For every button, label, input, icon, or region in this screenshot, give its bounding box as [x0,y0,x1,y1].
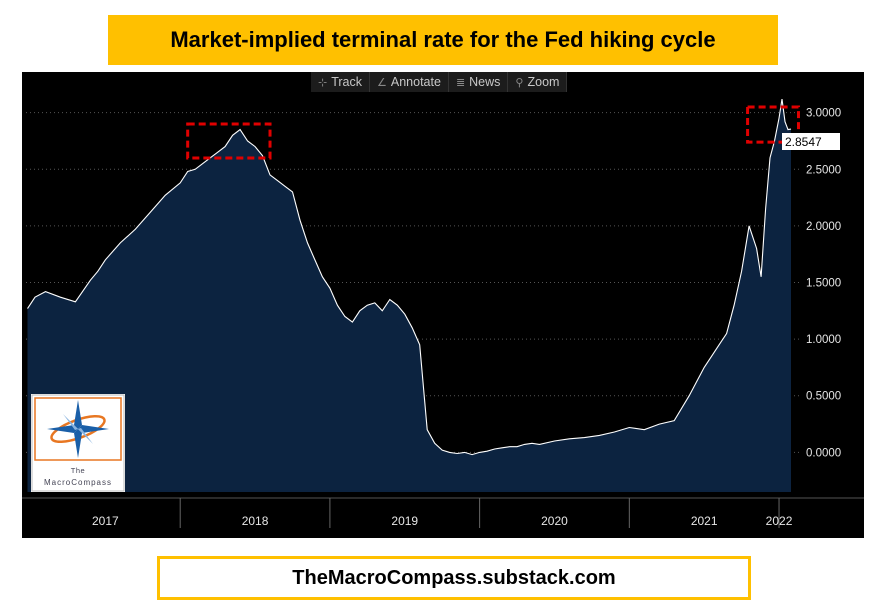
series-line [27,99,792,456]
y-tick-label: 1.5000 [806,278,841,290]
pencil-icon: ∠ [377,76,387,89]
x-tick-label: 2017 [92,514,119,528]
chart-panel: 0.0000 0.5000 1.0000 1.5000 2.0000 2.5000 3.00… [22,72,864,538]
toolbar-zoom-button[interactable]: ⚲ Zoom [508,72,568,92]
toolbar-label: Annotate [390,75,441,89]
compass-logo-icon [31,394,125,492]
last-value-tag: 2.8547 [782,133,840,150]
y-tick-label: 3.0000 [806,108,841,120]
footer-url[interactable]: TheMacroCompass.substack.com [292,566,616,589]
chart-toolbar: ⊹ Track ∠ Annotate ≣ News ⚲ Zoom [311,72,568,92]
toolbar-track-button[interactable]: ⊹ Track [311,72,371,92]
toolbar-label: Track [331,75,363,89]
magnifier-icon: ⚲ [515,76,524,89]
logo-text-name: MacroCompass [43,478,112,487]
terminal-rate-chart: 0.0000 0.5000 1.0000 1.5000 2.0000 2.5000 3.00… [22,99,864,528]
x-tick-label: 2022 [766,514,793,528]
logo-text-the: The [70,466,86,475]
y-tick-label: 1.0000 [806,334,841,346]
chart-title-banner: Market-implied terminal rate for the Fed… [108,15,778,65]
last-value-label: 2.8547 [785,134,822,149]
y-tick-label: 0.0000 [806,447,841,459]
macro-compass-logo: The MacroCompass [31,394,125,492]
x-tick-label: 2021 [691,514,718,528]
chart-title: Market-implied terminal rate for the Fed… [170,27,716,52]
toolbar-news-button[interactable]: ≣ News [449,72,509,92]
x-tick-label: 2020 [541,514,568,528]
y-tick-label: 2.0000 [806,221,841,233]
series-area [27,99,792,492]
news-icon: ≣ [455,76,466,89]
toolbar-annotate-button[interactable]: ∠ Annotate [370,72,449,92]
y-tick-label: 0.5000 [806,391,841,403]
x-tick-label: 2018 [242,514,269,528]
toolbar-label: News [469,75,501,89]
y-tick-label: 2.5000 [806,164,841,176]
highlight-box [186,122,272,160]
x-tick-label: 2019 [391,514,418,528]
highlight-box [746,105,800,144]
crosshair-icon: ⊹ [318,76,328,89]
toolbar-label: Zoom [527,75,560,89]
footer-banner: TheMacroCompass.substack.com [157,556,751,600]
